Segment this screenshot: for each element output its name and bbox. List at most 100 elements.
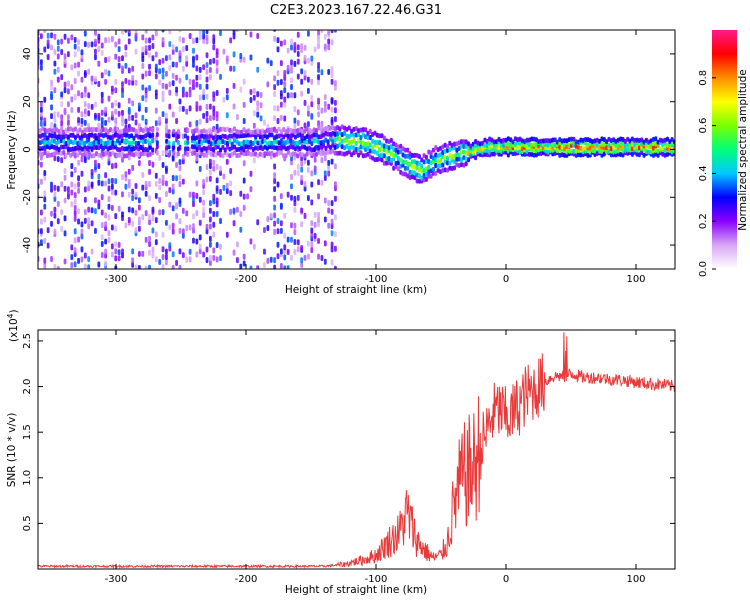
heatmap-cell [146, 132, 150, 138]
heatmap-cell [144, 30, 148, 34]
heatmap-cell [141, 95, 145, 102]
heatmap-cell [165, 70, 168, 77]
heatmap-cell [155, 132, 159, 138]
heatmap-cell [485, 147, 489, 153]
heatmap-cell [181, 153, 185, 160]
heatmap-cell [212, 165, 216, 172]
heatmap-cell [429, 153, 433, 159]
heatmap-cell [168, 201, 172, 208]
heatmap-cell [192, 200, 195, 207]
heatmap-cell [107, 230, 111, 237]
heatmap-cell [59, 144, 63, 150]
heatmap-cell [55, 145, 59, 151]
heatmap-cell [317, 120, 320, 127]
heatmap-cell [107, 178, 111, 185]
heatmap-cell [107, 155, 111, 162]
heatmap-cell [131, 74, 135, 81]
heatmap-cell [635, 147, 639, 153]
heatmap-cell [518, 136, 522, 142]
heatmap-cell [134, 30, 138, 33]
heatmap-cell [511, 139, 515, 145]
heatmap-cell [167, 144, 171, 150]
heatmap-cell [104, 132, 108, 138]
heatmap-cell [118, 147, 122, 153]
heatmap-cell [254, 151, 258, 157]
heatmap-cell [212, 105, 216, 112]
heatmap-cell [80, 76, 84, 83]
heatmap-cell [359, 139, 363, 145]
heatmap-cell [56, 200, 60, 207]
heatmap-cell [330, 78, 334, 85]
heatmap-cell [104, 172, 107, 179]
heatmap-cell [232, 33, 236, 40]
heatmap-cell [192, 191, 195, 198]
snr-y-tick-label: 0.5 [22, 515, 33, 531]
heatmap-cell [357, 152, 361, 158]
heatmap-cell [202, 133, 206, 139]
heatmap-cell [188, 256, 192, 263]
heatmap-cell [560, 144, 564, 150]
heatmap-cell [338, 126, 342, 132]
heatmap-cell [77, 236, 80, 243]
heatmap-cell [92, 140, 96, 146]
heatmap-cell [467, 157, 471, 163]
heatmap-cell [296, 50, 300, 57]
heatmap-cell [141, 128, 145, 134]
heatmap-cell [154, 217, 158, 224]
heatmap-cell [443, 142, 447, 148]
heatmap-cell [293, 238, 297, 245]
heatmap-cell [303, 74, 307, 81]
heatmap-cell [323, 155, 327, 162]
heatmap-cell [621, 152, 625, 158]
heatmap-cell [104, 119, 107, 126]
heatmap-cell [175, 175, 178, 182]
heatmap-cell [43, 132, 47, 138]
heatmap-cell [144, 87, 148, 94]
heatmap-cell [97, 81, 101, 88]
heatmap-cell [446, 160, 449, 166]
heatmap-cell [141, 171, 145, 178]
heatmap-cell [668, 139, 672, 145]
heatmap-cell [476, 140, 480, 146]
heatmap-cell [462, 162, 466, 168]
heatmap-cell [193, 144, 197, 150]
heatmap-cell [310, 181, 314, 188]
heatmap-cell [333, 131, 337, 137]
heatmap-cell [134, 183, 138, 190]
heatmap-cell [131, 221, 135, 228]
heatmap-cell [123, 128, 127, 134]
heatmap-cell [202, 112, 206, 119]
heatmap-cell [205, 110, 209, 117]
heatmap-cell [277, 150, 281, 156]
heatmap-cell [175, 86, 178, 93]
heatmap-cell [127, 114, 131, 121]
heatmap-cell [134, 144, 138, 150]
heatmap-cell [474, 143, 478, 149]
heatmap-cell [504, 145, 508, 151]
heatmap-cell [532, 152, 536, 158]
heatmap-cell [394, 147, 398, 153]
heatmap-cell [185, 91, 189, 98]
heatmap-cell [212, 193, 216, 200]
heatmap-cell [293, 60, 297, 67]
heatmap-cell [137, 134, 141, 140]
heatmap-cell [434, 170, 438, 176]
heatmap-cell [424, 158, 428, 164]
heatmap-cell [513, 136, 517, 142]
heatmap-cell [251, 140, 255, 146]
heatmap-cell [584, 145, 588, 151]
heatmap-cell [268, 127, 272, 133]
heatmap-cell [279, 262, 283, 269]
heatmap-cell [80, 246, 84, 253]
heatmap-cell [41, 126, 45, 132]
heatmap-cell [67, 80, 70, 87]
heatmap-cell [219, 134, 223, 140]
colorbar: 0.00.20.40.60.8 Normalized spectral ampl… [698, 30, 749, 277]
heatmap-cell [296, 44, 300, 51]
heatmap-cell [144, 126, 148, 132]
heatmap-cell [240, 141, 244, 147]
heatmap-cell [53, 116, 57, 123]
heatmap-cell [165, 259, 168, 266]
heatmap-cell [148, 195, 151, 202]
heatmap-cell [296, 153, 300, 159]
